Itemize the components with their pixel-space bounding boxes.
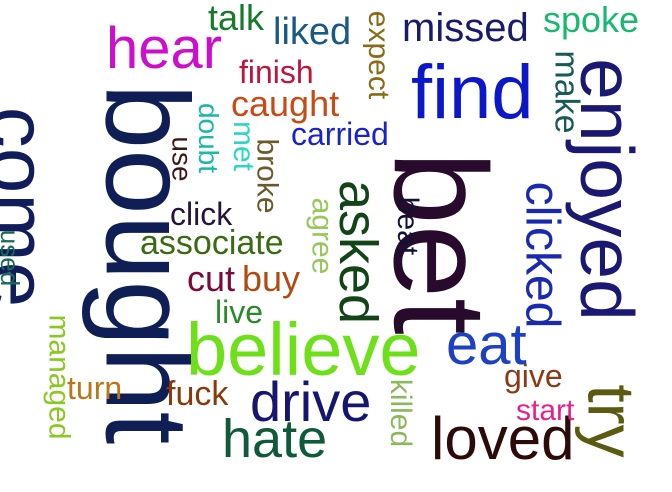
word-missed: missed <box>402 6 529 50</box>
word-beat: beat <box>391 196 425 256</box>
word-find: find <box>411 50 534 135</box>
word-agree: agree <box>305 197 339 275</box>
word-start: start <box>516 394 575 427</box>
word-drive: drive <box>250 370 372 433</box>
word-try: try <box>574 384 649 458</box>
word-spoke: spoke <box>543 0 640 40</box>
word-make: make <box>547 50 586 134</box>
word-liked: liked <box>273 11 352 53</box>
word-believe: believe <box>186 308 421 391</box>
word-talk: talk <box>208 0 265 38</box>
word-turn: turn <box>67 370 123 406</box>
word-loved: loved <box>431 405 575 472</box>
word-eat: eat <box>446 312 527 377</box>
word-broke: broke <box>250 138 284 214</box>
word-finish: finish <box>239 54 314 90</box>
word-buy: buy <box>242 258 301 299</box>
word-clicked: clicked <box>515 181 569 329</box>
word-associate: associate <box>140 224 284 262</box>
word-live: live <box>215 294 264 330</box>
word-give: give <box>504 358 563 394</box>
word-fuck: fuck <box>166 375 229 413</box>
word-asked: asked <box>328 179 389 325</box>
word-hear: hear <box>106 16 223 81</box>
word-killed: killed <box>384 378 418 448</box>
word-click: click <box>170 196 233 232</box>
word-expect: expect <box>362 10 396 100</box>
word-hate: hate <box>222 409 328 469</box>
word-use: use <box>166 136 198 182</box>
word-doubt: doubt <box>193 102 225 174</box>
word-carried: carried <box>291 116 389 152</box>
word-used: used <box>0 229 26 287</box>
word-caught: caught <box>231 83 340 124</box>
word-cut: cut <box>187 258 236 299</box>
